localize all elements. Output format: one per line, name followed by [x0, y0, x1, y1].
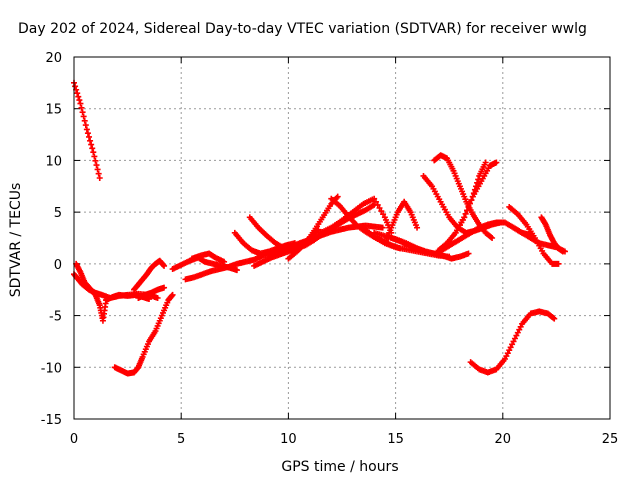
data-point [464, 207, 471, 214]
data-point [379, 224, 386, 231]
data-point [465, 250, 472, 257]
y-axis-label: SDTVAR / TECUs [8, 183, 24, 298]
data-point [378, 208, 385, 215]
data-point [414, 224, 421, 231]
series-arc-01 [71, 79, 103, 182]
data-point [221, 258, 228, 265]
data-point [488, 234, 495, 241]
series-arc-10 [188, 250, 228, 265]
data-point [77, 100, 84, 107]
tick-labels: 0 5 10 15 20 25 -15 -10 -5 0 5 10 15 20 [41, 51, 619, 447]
plot-frame [73, 56, 611, 420]
plot-area [74, 57, 610, 419]
x-tick-label: 20 [495, 432, 512, 447]
y-tick-label: 10 [45, 154, 62, 169]
data-point [468, 197, 475, 204]
series-arc-07 [135, 284, 168, 301]
data-point [334, 193, 341, 200]
data-point [83, 126, 90, 133]
chart-title: Day 202 of 2024, Sidereal Day-to-day VTE… [18, 21, 587, 37]
data-point [559, 248, 566, 255]
series-arc-20 [388, 235, 472, 262]
series-arc-05 [111, 291, 176, 377]
series-arc-29 [538, 214, 566, 255]
data-point [91, 153, 98, 160]
data-point [81, 117, 88, 124]
data-point [94, 166, 101, 173]
data-point [161, 284, 168, 291]
data-point [89, 145, 96, 152]
y-tick-label: -10 [41, 361, 62, 376]
data-point [84, 130, 91, 137]
data-point [233, 267, 240, 274]
data-point [74, 90, 81, 97]
data-point [555, 260, 562, 267]
data-point [489, 235, 496, 241]
data-point [161, 262, 168, 269]
y-tick-label: 20 [45, 51, 62, 66]
data-point [78, 104, 85, 111]
data-point [87, 137, 94, 144]
data-point [551, 315, 558, 322]
x-tick-label: 25 [602, 432, 619, 447]
series-arc-25 [452, 159, 500, 236]
series-arc-16 [317, 195, 395, 236]
data-point [461, 214, 468, 221]
data-point [465, 203, 472, 210]
data-point [475, 176, 482, 183]
y-tick-label: 15 [45, 103, 62, 118]
data-point [380, 211, 387, 218]
data-point [88, 141, 95, 148]
x-tick-label: 10 [280, 432, 297, 447]
data-point [76, 97, 83, 104]
series-arc-06 [131, 257, 168, 293]
x-tick-label: 15 [387, 432, 404, 447]
data-point [474, 179, 481, 186]
x-tick-label: 0 [70, 432, 78, 447]
data-point [75, 93, 82, 100]
data-point [86, 133, 93, 140]
data-point [154, 294, 161, 301]
series-arc-26 [467, 308, 558, 376]
data-point [93, 162, 100, 169]
y-tick-label: -15 [41, 413, 62, 428]
y-tick-label: 0 [54, 258, 62, 273]
data-point [72, 83, 79, 90]
x-axis-label: GPS time / hours [281, 459, 398, 475]
data-point [82, 122, 89, 129]
data-point [462, 210, 469, 217]
y-tick-label: 5 [54, 206, 62, 221]
data-point [169, 291, 176, 298]
data-point [90, 149, 97, 156]
data-point [80, 113, 87, 120]
data-point [92, 157, 99, 164]
series-arc-11 [231, 229, 298, 257]
data-point [493, 159, 500, 166]
data-point [372, 198, 379, 205]
data-series [71, 79, 568, 377]
series-arc-18 [381, 198, 421, 247]
y-tick-label: -5 [49, 310, 62, 325]
data-point [550, 314, 557, 321]
data-point [96, 175, 103, 182]
x-tick-label: 5 [177, 432, 185, 447]
data-point [376, 205, 383, 212]
data-point [482, 159, 489, 166]
data-point [79, 109, 86, 116]
data-point [146, 296, 153, 303]
data-point [95, 170, 102, 177]
data-point [371, 195, 378, 202]
data-point [374, 201, 381, 208]
data-point [466, 200, 473, 207]
